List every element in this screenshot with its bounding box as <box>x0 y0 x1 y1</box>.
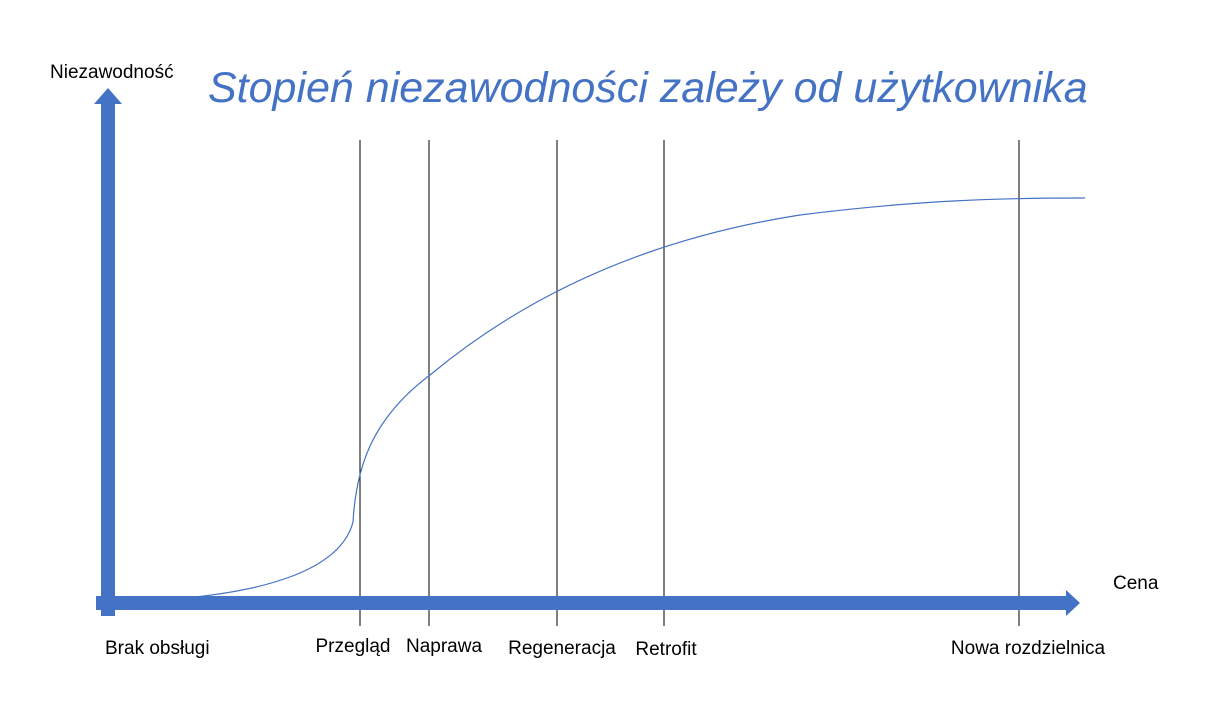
y-axis-arrow <box>94 88 122 616</box>
category-label: Naprawa <box>406 636 482 657</box>
category-label: Regeneracja <box>508 638 616 659</box>
divider-lines <box>359 140 1020 626</box>
category-label: Retrofit <box>635 639 697 660</box>
title: Stopień niezawodności zależy od użytkown… <box>208 64 1088 112</box>
category-label: Nowa rozdzielnica <box>951 638 1106 659</box>
category-label: Brak obsługi <box>105 638 210 659</box>
x-axis-arrow <box>96 590 1080 616</box>
x-axis-label: Cena <box>1113 573 1159 594</box>
reliability-curve <box>194 197 1086 598</box>
y-axis-label: Niezawodność <box>50 62 174 83</box>
category-label: Przegląd <box>316 636 391 657</box>
